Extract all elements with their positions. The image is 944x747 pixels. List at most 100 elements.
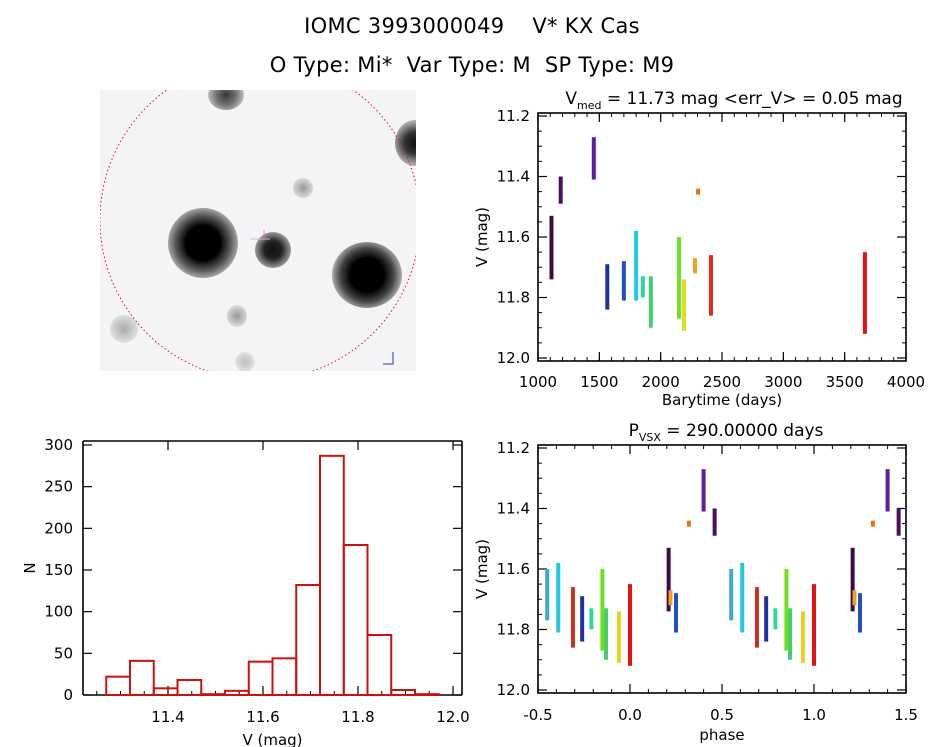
data-points-season6 — [634, 230, 639, 301]
y-tick-label: 150 — [44, 561, 73, 579]
data-points-season10 — [616, 611, 621, 663]
y-tick-label: 250 — [44, 478, 73, 496]
star — [395, 120, 416, 166]
x-tick-label: 3500 — [826, 373, 864, 391]
data-points-season3 — [591, 137, 596, 180]
y-tick-label: 11.8 — [497, 621, 530, 639]
y-axis-label: V (mag) — [473, 539, 491, 599]
data-points-season11 — [852, 590, 857, 606]
data-points-season6b — [729, 569, 734, 621]
data-points-season10 — [800, 611, 805, 663]
histogram-bar — [200, 693, 226, 697]
y-tick-label: 11.4 — [497, 500, 530, 518]
star — [332, 242, 402, 308]
data-points-season5 — [621, 261, 626, 301]
y-axis-label: V (mag) — [473, 207, 491, 267]
lightcurve-title: Vmed = 11.73 mag <err_V> = 0.05 mag — [565, 89, 902, 112]
data-points-season3 — [701, 469, 706, 512]
data-points-season5 — [674, 593, 678, 633]
histogram-bar — [342, 544, 369, 696]
histogram-bar — [319, 454, 345, 697]
star — [208, 90, 244, 110]
data-points-season9 — [677, 237, 682, 319]
y-tick-label: 0 — [63, 686, 73, 704]
data-points-season1 — [549, 215, 554, 280]
x-tick-label: 11.6 — [246, 708, 279, 726]
x-tick-label: -0.5 — [523, 706, 552, 724]
data-points-season12 — [696, 188, 701, 195]
data-points-season11 — [693, 258, 698, 274]
histogram-bar — [152, 687, 179, 696]
aperture-overlay — [100, 90, 416, 371]
histogram-bar — [105, 675, 131, 697]
histogram-bar — [414, 693, 440, 697]
data-points-season14 — [812, 584, 816, 666]
data-points-season7 — [773, 608, 778, 630]
data-points-season14 — [628, 584, 632, 666]
data-points-season8 — [648, 276, 653, 328]
data-points-season12 — [870, 520, 875, 527]
star-field-image — [100, 90, 416, 371]
header-subtitle: O Type: Mi* Var Type: M SP Type: M9 — [269, 53, 675, 77]
histogram-bar — [176, 679, 203, 696]
compass-icon — [383, 352, 394, 365]
data-points-season5 — [858, 593, 862, 633]
x-tick-label: 4000 — [887, 373, 925, 391]
data-points-season10 — [681, 279, 686, 331]
star — [293, 178, 313, 198]
histogram-bar — [247, 660, 274, 697]
histogram-bar — [366, 634, 393, 696]
data-points-season6b — [545, 569, 550, 621]
data-points-season14 — [862, 252, 867, 334]
x-axis-label: Barytime (days) — [662, 391, 782, 409]
x-tick-label: 11.8 — [341, 708, 374, 726]
x-tick-label: 3000 — [764, 373, 802, 391]
star — [235, 352, 255, 371]
data-points-season6 — [740, 562, 745, 633]
data-points-season9 — [784, 569, 789, 651]
y-tick-label: 300 — [44, 436, 73, 454]
data-points-season4 — [580, 596, 585, 642]
data-points-season9 — [600, 569, 605, 651]
data-points-season4 — [605, 264, 610, 310]
x-tick-label: 12.0 — [436, 708, 469, 726]
y-tick-label: 11.6 — [497, 228, 530, 246]
data-points-season2 — [896, 508, 901, 536]
x-tick-label: 1000 — [519, 373, 557, 391]
x-tick-label: 1500 — [580, 373, 618, 391]
x-tick-label: 2000 — [642, 373, 680, 391]
y-tick-label: 11.4 — [497, 168, 530, 186]
data-points-season7 — [640, 276, 645, 298]
phased-title: PVSX = 290.00000 days — [629, 421, 824, 444]
histogram-bar — [129, 659, 155, 696]
x-axis-label: V (mag) — [242, 731, 302, 747]
data-points-season2 — [558, 176, 563, 204]
data-points-season13 — [708, 255, 713, 316]
data-points-season3 — [885, 469, 890, 512]
histogram-bar — [390, 689, 416, 696]
x-tick-label: 2500 — [703, 373, 741, 391]
y-axis-label: N — [21, 562, 39, 573]
x-tick-label: 11.4 — [151, 708, 184, 726]
y-tick-label: 11.2 — [497, 439, 530, 457]
y-tick-label: 11.8 — [497, 289, 530, 307]
data-points-season11 — [668, 590, 673, 606]
x-tick-label: 1.0 — [802, 706, 826, 724]
y-tick-label: 12.0 — [497, 681, 530, 699]
y-tick-label: 100 — [44, 603, 73, 621]
histogram-bar — [224, 689, 250, 696]
data-points-season12 — [686, 520, 691, 527]
data-points-season1 — [850, 547, 855, 612]
target-star — [255, 232, 291, 268]
y-tick-label: 11.6 — [497, 560, 530, 578]
header-title: IOMC 3993000049 V* KX Cas — [304, 14, 640, 38]
data-points-season1 — [666, 547, 671, 612]
x-axis-label: phase — [699, 726, 744, 744]
star — [168, 208, 238, 278]
data-points-season7 — [589, 608, 594, 630]
histogram-bar — [295, 584, 321, 696]
data-points-season13 — [754, 587, 759, 648]
y-tick-label: 200 — [44, 519, 73, 537]
histogram-bar — [271, 657, 298, 696]
